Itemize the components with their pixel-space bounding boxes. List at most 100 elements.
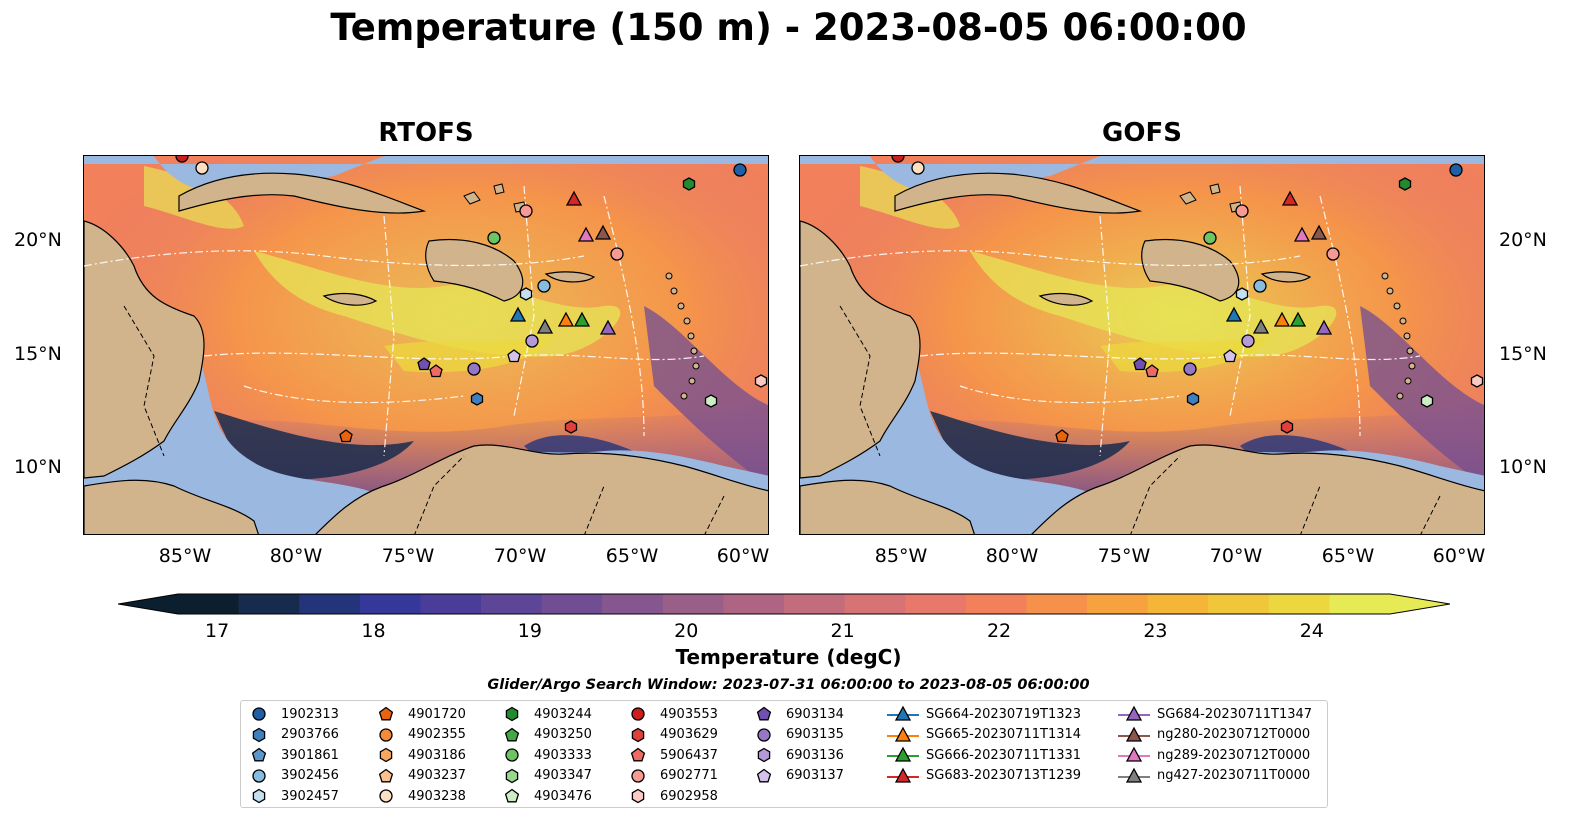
glider-marker xyxy=(536,318,554,334)
x-tick-left-85w: 85°W xyxy=(158,545,212,567)
colorbar-segment xyxy=(178,594,240,614)
legend-label: 6903135 xyxy=(786,727,844,742)
legend-label: 3902457 xyxy=(281,788,339,804)
legend-label: 6903134 xyxy=(786,706,844,722)
triangle-marker-icon xyxy=(886,726,920,744)
legend-item: 4902355 xyxy=(378,725,466,745)
land-puerto-rico xyxy=(1260,271,1312,283)
argo-float-marker xyxy=(1235,204,1249,218)
legend-label: 2903766 xyxy=(281,727,339,742)
x-tick-right-70w: 70°W xyxy=(1209,545,1263,567)
legend-label: ng427-20230711T0000 xyxy=(1157,768,1311,783)
glider-marker xyxy=(1225,306,1243,322)
pentagon-marker-icon xyxy=(251,747,267,763)
land-central-america xyxy=(800,220,921,479)
legend-label: 4903244 xyxy=(534,706,592,722)
glider-marker xyxy=(1315,319,1333,335)
argo-float-marker xyxy=(525,334,539,348)
eez-boundary xyxy=(1229,185,1251,417)
land-cuba xyxy=(894,172,1143,214)
legend-label: 6902958 xyxy=(660,788,718,804)
colorbar-tick-label: 23 xyxy=(1143,620,1168,642)
glider-marker xyxy=(1273,311,1291,327)
legend-label: ng280-20230712T0000 xyxy=(1157,727,1311,742)
land-lesser-antilles xyxy=(683,317,691,325)
argo-float-marker xyxy=(195,161,209,175)
legend-item: 1902313 xyxy=(251,704,339,724)
glider-marker xyxy=(1310,224,1328,240)
legend-label: 4903186 xyxy=(408,747,466,763)
glider-marker xyxy=(1252,318,1270,334)
land-lesser-antilles xyxy=(1404,377,1412,385)
legend-item: 4903553 xyxy=(630,704,718,724)
argo-float-marker xyxy=(1280,420,1294,434)
country-border xyxy=(123,305,165,457)
land-lesser-antilles xyxy=(690,347,698,355)
panel-title-gofs: GOFS xyxy=(1102,118,1182,148)
argo-float-marker xyxy=(1449,163,1463,177)
colorbar-segment xyxy=(420,594,482,614)
argo-float-marker xyxy=(1253,279,1267,293)
legend-item: 4903333 xyxy=(504,745,592,765)
legend-label: 4901720 xyxy=(408,706,466,722)
triangle-marker-icon xyxy=(886,746,920,764)
rtofs-map[interactable] xyxy=(83,155,769,535)
argo-float-marker xyxy=(1420,394,1434,408)
legend-item: 4903237 xyxy=(378,766,466,786)
legend-label: 4902355 xyxy=(408,727,466,742)
triangle-marker-icon xyxy=(886,705,920,723)
land-lesser-antilles xyxy=(665,272,673,280)
land-lesser-antilles xyxy=(1399,317,1407,325)
legend-item: 4903244 xyxy=(504,704,592,724)
glider-marker xyxy=(565,190,583,206)
glider-marker xyxy=(573,311,591,327)
triangle-marker-icon xyxy=(1117,767,1151,785)
argo-float-marker xyxy=(1183,362,1197,376)
argo-float-marker xyxy=(1055,429,1069,443)
legend-item: SG664-20230719T1323 xyxy=(886,704,1081,724)
cold-eddy-west xyxy=(930,411,1130,480)
colorbar-segment xyxy=(784,594,846,614)
land-lesser-antilles xyxy=(677,302,685,310)
legend-item: 2903766 xyxy=(251,725,339,745)
legend-label: SG666-20230711T1331 xyxy=(926,747,1082,763)
legend-item: 3901861 xyxy=(251,745,339,765)
colorbar-label: Temperature (degC) xyxy=(675,645,902,669)
legend-item: 6903135 xyxy=(756,725,844,745)
colorbar-tick-label: 18 xyxy=(361,620,386,642)
legend-label: 4903333 xyxy=(534,747,592,763)
argo-float-marker xyxy=(470,392,484,406)
colorbar-segment xyxy=(965,594,1027,614)
legend-item: 4903186 xyxy=(378,745,466,765)
land-south-america xyxy=(1031,444,1484,534)
legend-item: ng427-20230711T0000 xyxy=(1117,766,1310,786)
country-border xyxy=(839,305,881,457)
legend-label: 6903136 xyxy=(786,747,844,763)
colorbar-tick-label: 24 xyxy=(1299,620,1324,642)
legend-item: 6902958 xyxy=(630,786,718,806)
pentagon-marker-icon xyxy=(504,727,520,743)
colorbar-bar xyxy=(117,593,1451,615)
legend-item: 4901720 xyxy=(378,704,466,724)
argo-float-marker xyxy=(564,420,578,434)
hexagon-marker-icon xyxy=(251,788,267,804)
eez-boundary xyxy=(603,195,645,437)
colorbar-tick-label: 19 xyxy=(517,620,542,642)
argo-float-marker xyxy=(467,362,481,376)
circle-marker-icon xyxy=(251,706,267,722)
colorbar-segment xyxy=(602,594,664,614)
legend-item: 6903137 xyxy=(756,766,844,786)
gofs-map[interactable] xyxy=(799,155,1485,535)
argo-float-marker xyxy=(1223,349,1237,363)
glider-marker xyxy=(594,224,612,240)
argo-float-marker xyxy=(911,161,925,175)
hexagon-marker-icon xyxy=(378,747,394,763)
colorbar-segment xyxy=(541,594,603,614)
triangle-marker-icon xyxy=(886,767,920,785)
eez-boundary xyxy=(959,385,1181,404)
colorbar-segment xyxy=(723,594,785,614)
argo-float-marker xyxy=(754,374,768,388)
cool-eastern-water xyxy=(1360,306,1484,485)
hexagon-marker-icon xyxy=(251,727,267,743)
colorbar-tick-label: 22 xyxy=(986,620,1012,642)
